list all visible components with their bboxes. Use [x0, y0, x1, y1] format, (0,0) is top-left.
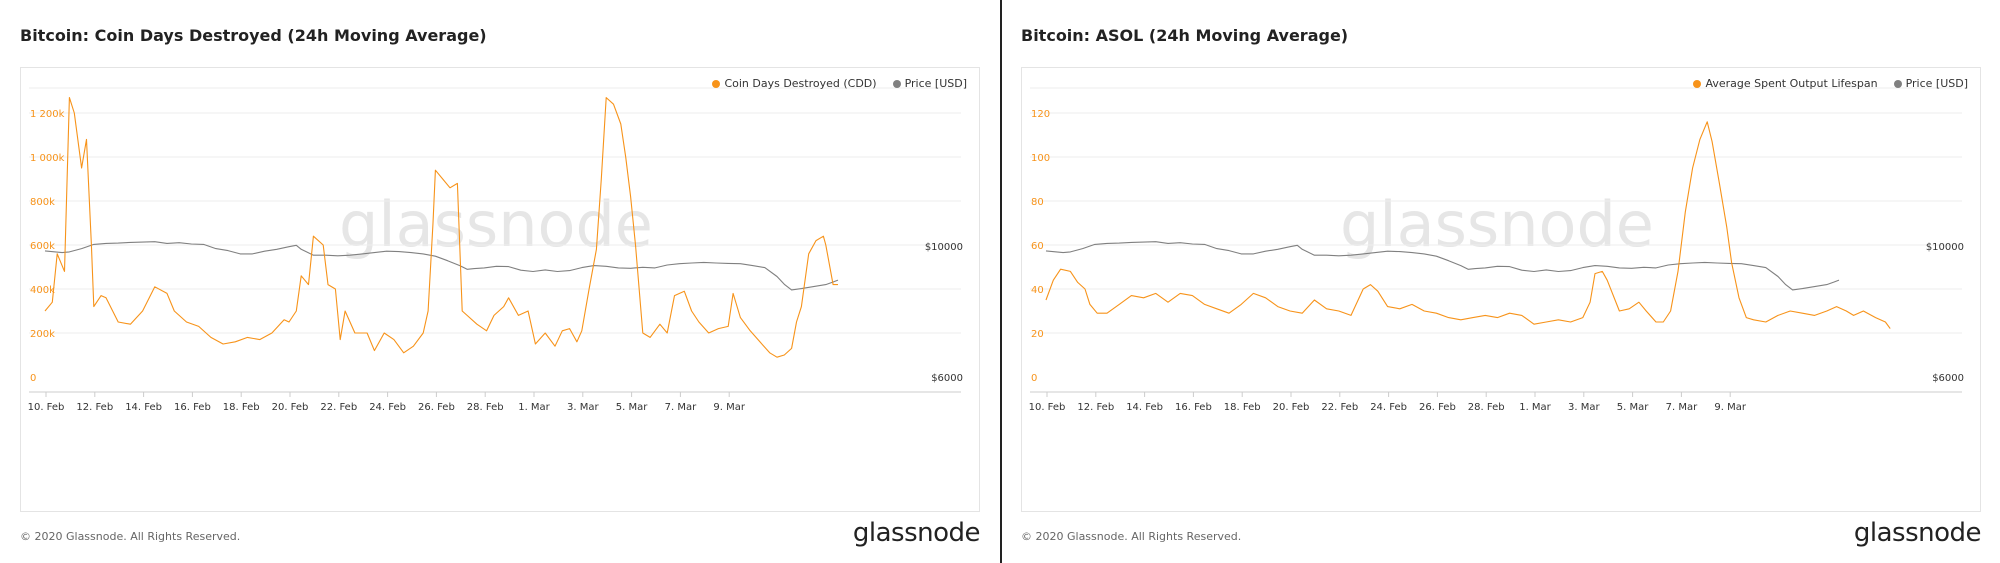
chart-legend: Average Spent Output Lifespan Price [USD…: [1693, 77, 1968, 90]
y-right-tick-label: $6000: [1932, 373, 1964, 384]
y-tick-label: 1 200k: [30, 109, 65, 120]
x-tick-label: 1. Mar: [1519, 402, 1551, 413]
legend-item-asol[interactable]: Average Spent Output Lifespan: [1693, 77, 1878, 90]
y-tick-label: 600k: [30, 241, 55, 252]
y-tick-label: 40: [1031, 285, 1044, 296]
y-tick-label: 0: [1031, 373, 1037, 384]
x-tick-label: 12. Feb: [1077, 402, 1114, 413]
chart-panel-cdd: Bitcoin: Coin Days Destroyed (24h Moving…: [20, 26, 981, 548]
chart-title: Bitcoin: Coin Days Destroyed (24h Moving…: [20, 26, 487, 45]
cdd-chart-svg: glassnode 0 200k 400k 600k 800k 1 000k 1 200k $6…: [28, 87, 963, 413]
y-tick-label: 400k: [30, 285, 55, 296]
x-tick-label: 24. Feb: [1370, 402, 1407, 413]
x-tick-label: 20. Feb: [272, 402, 309, 413]
legend-dot-gray: [892, 79, 901, 88]
watermark-text: glassnode: [339, 188, 653, 261]
x-tick-label: 28. Feb: [1468, 402, 1505, 413]
x-tick-label: 1. Mar: [518, 402, 550, 413]
x-tick-label: 3. Mar: [1568, 402, 1600, 413]
legend-label: Coin Days Destroyed (CDD): [724, 77, 877, 90]
legend-item-price[interactable]: Price [USD]: [892, 77, 967, 90]
x-tick-label: 22. Feb: [320, 402, 357, 413]
legend-label: Price [USD]: [904, 77, 967, 90]
chart-frame: glassnode 0 200k 400k 600k 800k 1 000k 1 200k $6…: [20, 67, 980, 512]
series-line-metric: [1045, 121, 1891, 329]
legend-dot-orange: [1693, 79, 1702, 88]
x-tick-label: 5. Mar: [1617, 402, 1649, 413]
chart-frame: glassnode 0 20 40 60 80 100 120 $6000 $10000 10. F…: [1021, 67, 1981, 512]
y-tick-label: 60: [1031, 241, 1044, 252]
y-tick-label: 200k: [30, 329, 55, 340]
x-tick-label: 10. Feb: [28, 402, 65, 413]
y-tick-label: 20: [1031, 329, 1044, 340]
x-tick-label: 14. Feb: [1126, 402, 1163, 413]
x-tick-label: 24. Feb: [369, 402, 406, 413]
copyright-text: © 2020 Glassnode. All Rights Reserved.: [1021, 530, 1242, 543]
x-tick-label: 26. Feb: [418, 402, 455, 413]
x-tick-label: 18. Feb: [1224, 402, 1261, 413]
x-tick-label: 9. Mar: [1714, 402, 1746, 413]
legend-dot-gray: [1893, 79, 1902, 88]
x-tick-label: 20. Feb: [1273, 402, 1310, 413]
legend-label: Average Spent Output Lifespan: [1705, 77, 1878, 90]
chart-title: Bitcoin: ASOL (24h Moving Average): [1021, 26, 1349, 45]
y-tick-label: 1 000k: [30, 153, 65, 164]
chart-panel-asol: Bitcoin: ASOL (24h Moving Average) glass…: [1001, 0, 2000, 563]
y-right-tick-label: $10000: [1926, 242, 1964, 253]
panel-divider: [1000, 0, 1002, 563]
asol-chart-svg: glassnode 0 20 40 60 80 100 120 $6000 $10000 10. F…: [1029, 87, 1964, 413]
series-line-price: [1045, 241, 1840, 291]
glassnode-logo: glassnode: [852, 518, 981, 548]
watermark-text: glassnode: [1340, 188, 1654, 261]
series-line-metric: [44, 97, 838, 358]
x-tick-label: 18. Feb: [223, 402, 260, 413]
x-tick-label: 16. Feb: [174, 402, 211, 413]
x-tick-label: 28. Feb: [467, 402, 504, 413]
copyright-text: © 2020 Glassnode. All Rights Reserved.: [20, 530, 241, 543]
y-tick-label: 100: [1031, 153, 1050, 164]
legend-item-price[interactable]: Price [USD]: [1893, 77, 1968, 90]
x-tick-label: 3. Mar: [567, 402, 599, 413]
y-right-tick-label: $6000: [931, 373, 963, 384]
x-tick-label: 7. Mar: [665, 402, 697, 413]
legend-dot-orange: [712, 79, 721, 88]
y-tick-label: 80: [1031, 197, 1044, 208]
series-line-price: [44, 241, 839, 291]
x-tick-label: 14. Feb: [125, 402, 162, 413]
y-tick-label: 800k: [30, 197, 55, 208]
y-tick-label: 120: [1031, 109, 1050, 120]
x-tick-label: 12. Feb: [76, 402, 113, 413]
x-tick-label: 16. Feb: [1175, 402, 1212, 413]
x-tick-label: 7. Mar: [1666, 402, 1698, 413]
legend-label: Price [USD]: [1905, 77, 1968, 90]
x-tick-label: 26. Feb: [1419, 402, 1456, 413]
x-tick-label: 22. Feb: [1321, 402, 1358, 413]
legend-item-cdd[interactable]: Coin Days Destroyed (CDD): [712, 77, 877, 90]
y-right-tick-label: $10000: [925, 242, 963, 253]
y-tick-label: 0: [30, 373, 36, 384]
x-tick-label: 10. Feb: [1029, 402, 1066, 413]
glassnode-logo: glassnode: [1853, 518, 1982, 548]
x-tick-label: 9. Mar: [713, 402, 745, 413]
x-tick-label: 5. Mar: [616, 402, 648, 413]
chart-legend: Coin Days Destroyed (CDD) Price [USD]: [712, 77, 967, 90]
